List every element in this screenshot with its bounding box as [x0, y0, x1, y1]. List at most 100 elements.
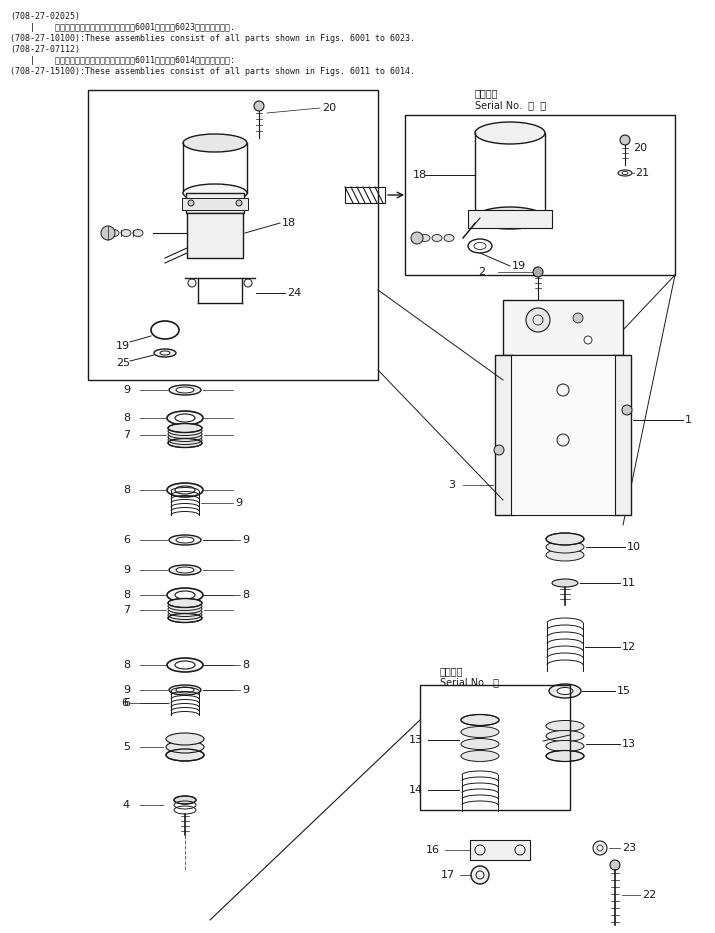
Text: 9: 9 — [242, 535, 249, 545]
Circle shape — [236, 200, 242, 206]
Ellipse shape — [133, 230, 143, 236]
Text: 7: 7 — [123, 430, 130, 440]
Text: 6: 6 — [123, 698, 130, 708]
Text: 2: 2 — [478, 267, 485, 277]
Ellipse shape — [175, 486, 195, 494]
Bar — [182, 198, 248, 210]
Text: 9: 9 — [123, 385, 130, 395]
Bar — [613, 355, 631, 515]
Ellipse shape — [475, 122, 545, 144]
Text: |    これらのアセンブリの構成部品は第6011図から第6014図まで含みます:: | これらのアセンブリの構成部品は第6011図から第6014図まで含みます: — [10, 56, 235, 65]
Text: 6: 6 — [123, 535, 130, 545]
Circle shape — [622, 405, 632, 415]
Text: 9: 9 — [123, 565, 130, 575]
Text: 13: 13 — [622, 739, 636, 749]
Ellipse shape — [154, 349, 176, 357]
Bar — [470, 840, 530, 860]
Ellipse shape — [166, 733, 204, 745]
Text: 8: 8 — [123, 413, 130, 423]
Circle shape — [494, 445, 504, 455]
Ellipse shape — [183, 184, 247, 202]
Circle shape — [573, 313, 583, 323]
Circle shape — [188, 200, 194, 206]
Ellipse shape — [176, 567, 194, 573]
Ellipse shape — [168, 433, 202, 441]
Text: (708-27-07112): (708-27-07112) — [10, 45, 80, 54]
Text: 16: 16 — [426, 845, 440, 855]
Text: Serial No.  ・  ～: Serial No. ・ ～ — [475, 100, 546, 110]
Bar — [186, 193, 244, 213]
Ellipse shape — [168, 607, 202, 617]
Text: 8: 8 — [123, 660, 130, 670]
Ellipse shape — [168, 610, 202, 620]
Ellipse shape — [557, 688, 573, 694]
Ellipse shape — [168, 439, 202, 448]
Bar — [511, 355, 615, 515]
Ellipse shape — [168, 424, 202, 433]
Text: 17: 17 — [441, 870, 455, 880]
Ellipse shape — [167, 588, 203, 602]
Text: 21: 21 — [635, 168, 649, 178]
Text: 18: 18 — [282, 218, 296, 228]
Ellipse shape — [546, 741, 584, 751]
Ellipse shape — [461, 727, 499, 737]
Ellipse shape — [175, 414, 195, 422]
Text: 12: 12 — [622, 642, 636, 652]
Bar — [468, 210, 552, 228]
Ellipse shape — [432, 234, 442, 242]
Circle shape — [101, 226, 115, 240]
Ellipse shape — [444, 234, 454, 242]
Text: 1: 1 — [685, 415, 692, 425]
Text: 4: 4 — [123, 800, 130, 810]
Text: 20: 20 — [322, 103, 336, 113]
Text: 10: 10 — [627, 542, 641, 552]
Text: 11: 11 — [622, 578, 636, 588]
Ellipse shape — [474, 243, 486, 249]
Ellipse shape — [475, 207, 545, 229]
Ellipse shape — [168, 429, 202, 439]
Ellipse shape — [169, 385, 201, 395]
Circle shape — [254, 101, 264, 111]
Ellipse shape — [167, 483, 203, 497]
Ellipse shape — [160, 351, 170, 355]
Bar — [187, 213, 243, 258]
Ellipse shape — [618, 170, 632, 176]
Bar — [420, 685, 570, 810]
Text: |    これらのアセンブリの構成部品は第6001図から第6023図まで含みます.: | これらのアセンブリの構成部品は第6001図から第6023図まで含みます. — [10, 23, 235, 32]
Text: 適用号番: 適用号番 — [440, 666, 463, 676]
Ellipse shape — [546, 541, 584, 553]
Text: 18: 18 — [413, 170, 427, 180]
Ellipse shape — [168, 426, 202, 436]
Ellipse shape — [546, 720, 584, 731]
Ellipse shape — [168, 605, 202, 614]
Ellipse shape — [552, 579, 578, 587]
Text: 14: 14 — [409, 785, 423, 795]
Circle shape — [593, 841, 607, 855]
Ellipse shape — [176, 537, 194, 543]
Circle shape — [411, 232, 423, 244]
Text: 8: 8 — [123, 590, 130, 600]
Text: 3: 3 — [448, 480, 455, 490]
Text: 15: 15 — [617, 686, 631, 696]
Ellipse shape — [175, 661, 195, 669]
Bar — [405, 115, 675, 275]
Text: 5: 5 — [123, 742, 130, 752]
Ellipse shape — [168, 436, 202, 444]
Ellipse shape — [176, 687, 194, 693]
Text: (708-27-02025): (708-27-02025) — [10, 12, 80, 21]
Text: 6: 6 — [121, 698, 128, 708]
Ellipse shape — [546, 731, 584, 742]
Text: 9: 9 — [242, 685, 249, 695]
Ellipse shape — [546, 533, 584, 545]
Bar — [345, 187, 385, 203]
Circle shape — [620, 135, 630, 145]
Text: Serial No.  ・: Serial No. ・ — [440, 677, 499, 687]
Ellipse shape — [168, 598, 202, 607]
Circle shape — [526, 308, 550, 332]
Circle shape — [533, 267, 543, 277]
Bar — [88, 90, 378, 380]
Ellipse shape — [461, 739, 499, 749]
Bar — [503, 300, 623, 355]
Ellipse shape — [175, 591, 195, 599]
Text: 23: 23 — [622, 843, 636, 853]
